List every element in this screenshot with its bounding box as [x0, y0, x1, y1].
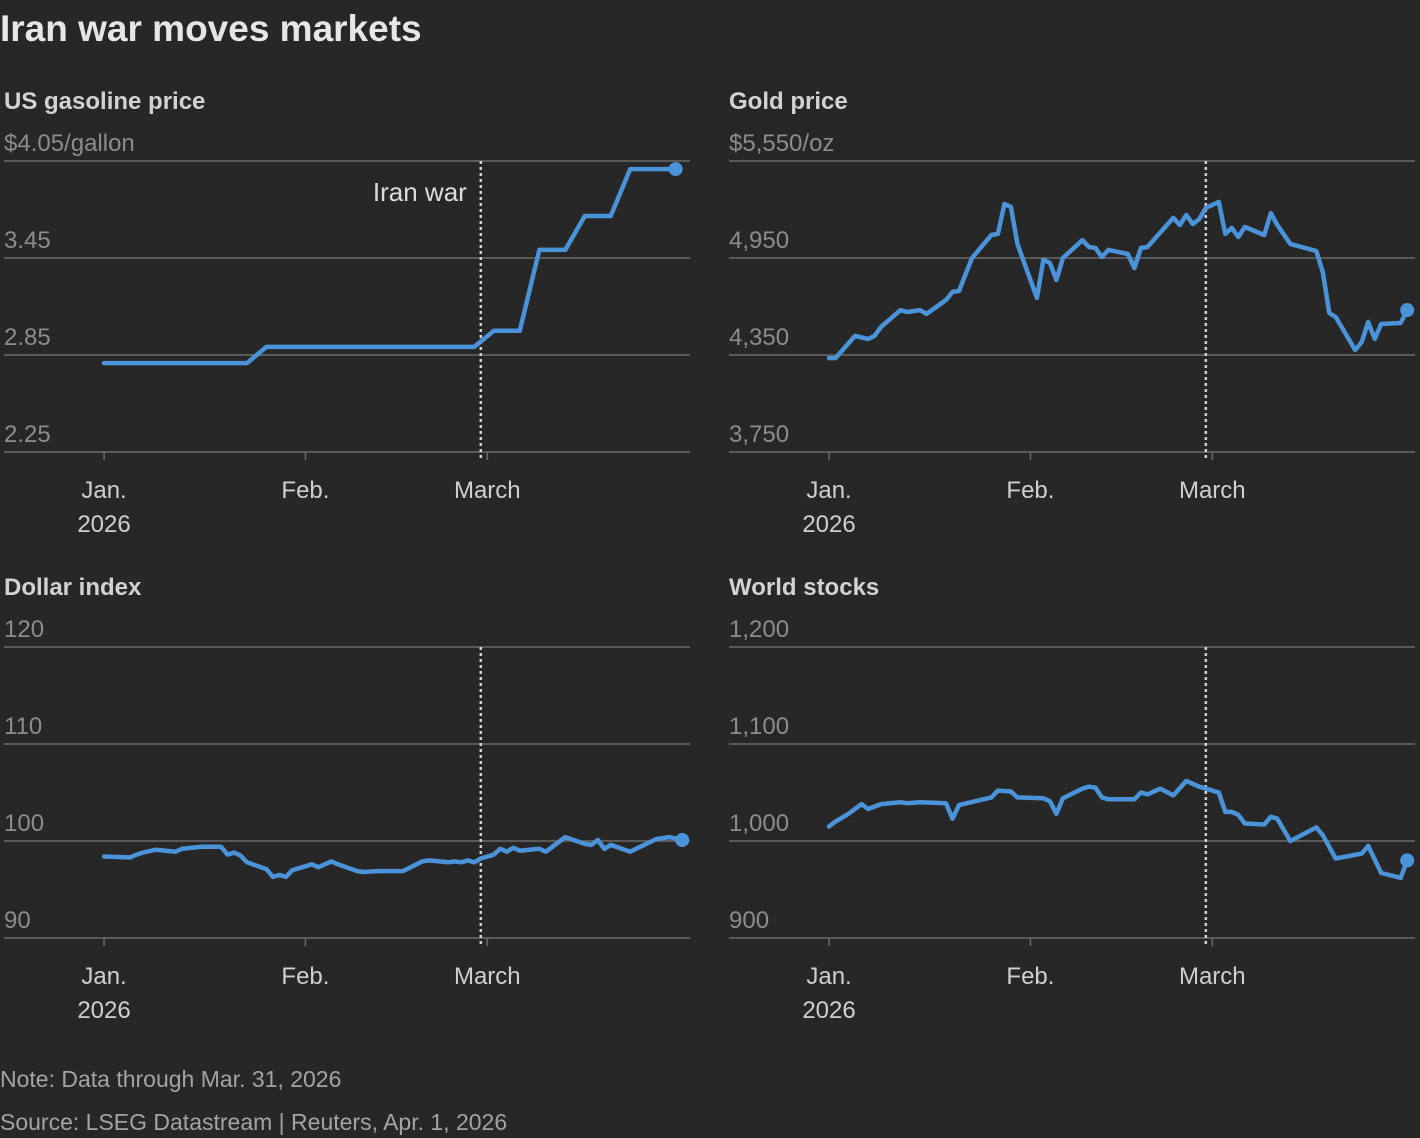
chart-title: US gasoline price	[4, 88, 205, 115]
x-tick-label: Feb.	[1006, 477, 1055, 504]
y-tick-label: 1,000	[729, 810, 789, 837]
x-tick-label: March	[1178, 477, 1246, 504]
data-line	[826, 199, 1410, 361]
y-tick-label: 100	[4, 810, 44, 837]
page-title: Iran war moves markets	[0, 8, 422, 49]
x-tick-label: Jan. 2026	[802, 963, 856, 1024]
y-tick-label: 110	[4, 713, 42, 740]
y-tick-label: 4,350	[729, 324, 789, 351]
y-tick-label: 90	[4, 907, 31, 934]
chart-title: World stocks	[729, 574, 879, 601]
y-tick-label: 2.85	[4, 324, 51, 351]
chart-title: Gold price	[729, 88, 848, 115]
x-tick-label: Jan. 2026	[802, 477, 856, 538]
end-dot	[1400, 853, 1415, 868]
end-dot	[675, 833, 690, 848]
y-tick-label: $4.05/gallon	[4, 130, 135, 157]
chart-title: Dollar index	[4, 574, 142, 601]
end-dot	[668, 162, 683, 177]
y-tick-label: $5,550/oz	[729, 130, 834, 157]
y-tick-label: 2.25	[4, 421, 51, 448]
y-tick-label: 120	[4, 616, 44, 643]
annotation: Iran war	[373, 177, 467, 207]
end-dot	[1400, 303, 1415, 318]
data-line	[101, 166, 678, 366]
x-tick-label: March	[453, 963, 521, 990]
y-tick-label: 3,750	[729, 421, 789, 448]
x-tick-label: Feb.	[281, 963, 330, 990]
data-line	[101, 834, 685, 880]
y-tick-label: 1,200	[729, 616, 789, 643]
y-tick-label: 4,950	[729, 227, 789, 254]
x-tick-label: Feb.	[281, 477, 330, 504]
x-tick-label: Jan. 2026	[77, 963, 131, 1024]
x-tick-label: March	[453, 477, 521, 504]
data-line	[826, 778, 1410, 881]
y-tick-label: 900	[729, 907, 769, 934]
y-tick-label: 1,100	[729, 713, 789, 740]
note: Note: Data through Mar. 31, 2026	[0, 1066, 342, 1092]
x-tick-label: Jan. 2026	[77, 477, 131, 538]
x-tick-label: March	[1178, 963, 1246, 990]
source: Source: LSEG Datastream | Reuters, Apr. …	[0, 1109, 508, 1135]
x-tick-label: Feb.	[1006, 963, 1055, 990]
y-tick-label: 3.45	[4, 227, 51, 254]
